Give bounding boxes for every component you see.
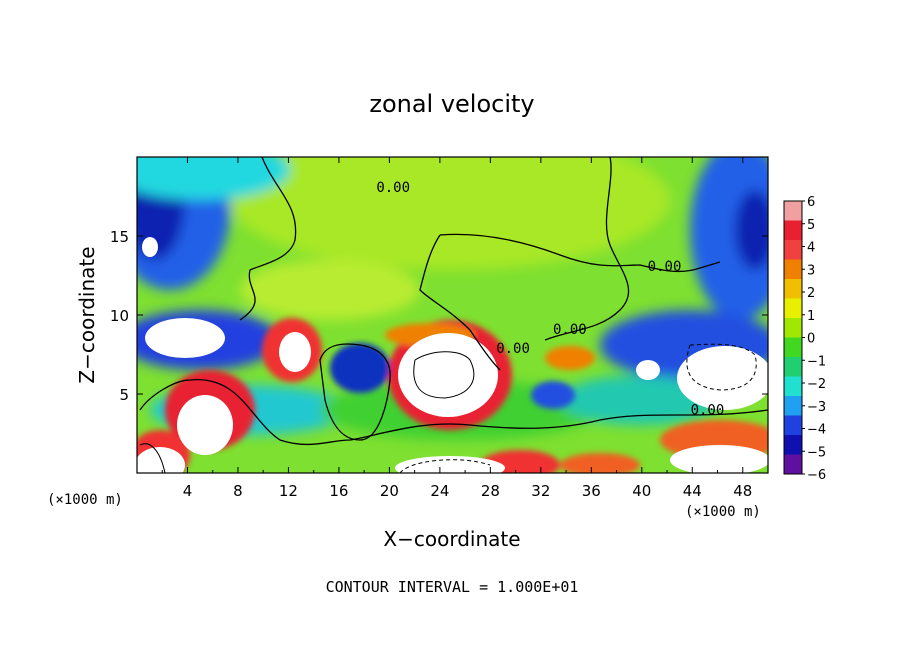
contour-label: 0.00 bbox=[376, 180, 410, 196]
colorbar-tick-label: −5 bbox=[807, 445, 826, 460]
contour-labels: 0.00 0.00 0.00 0.00 0.00 bbox=[376, 180, 724, 419]
colorbar-tick-label: 2 bbox=[807, 286, 815, 301]
colorbar-swatch bbox=[784, 298, 802, 319]
x-tick-label: 40 bbox=[632, 482, 651, 500]
colorbar-tick-label: 0 bbox=[807, 332, 815, 347]
x-unit-right: (×1000 m) bbox=[685, 504, 761, 520]
colorbar-tick-label: 3 bbox=[807, 263, 815, 278]
y-tick-label: 15 bbox=[110, 228, 129, 246]
colorbar-swatch bbox=[784, 415, 802, 436]
colorbar-swatch bbox=[784, 337, 802, 358]
y-tick-label: 10 bbox=[110, 307, 129, 325]
x-tick-label: 8 bbox=[233, 482, 243, 500]
colorbar-swatch bbox=[784, 259, 802, 280]
x-tick-label: 12 bbox=[279, 482, 298, 500]
x-axis-label: X−coordinate bbox=[383, 527, 520, 551]
x-axis-ticks: 4 8 12 16 20 24 28 32 36 40 44 48 bbox=[161, 157, 752, 500]
x-tick-label: 20 bbox=[380, 482, 399, 500]
colorbar-swatch bbox=[784, 201, 802, 221]
contour-label: 0.00 bbox=[648, 259, 682, 275]
x-tick-label: 48 bbox=[733, 482, 752, 500]
y-axis-label: Z−coordinate bbox=[75, 246, 99, 383]
colorbar-swatch bbox=[784, 240, 802, 260]
y-tick-label: 5 bbox=[119, 386, 129, 404]
colorbar-labels: 6 5 4 3 2 1 0 −1 −2 −3 −4 −5 −6 bbox=[802, 195, 826, 483]
contour-label: 0.00 bbox=[691, 403, 725, 419]
chart-title: zonal velocity bbox=[369, 90, 534, 118]
colorbar bbox=[783, 200, 803, 475]
colorbar-swatch bbox=[784, 396, 802, 416]
colorbar-tick-label: 4 bbox=[807, 241, 815, 256]
x-tick-label: 36 bbox=[582, 482, 601, 500]
colorbar-swatch bbox=[784, 220, 802, 241]
colorbar-swatch bbox=[784, 454, 802, 475]
colorbar-tick-label: 5 bbox=[807, 218, 815, 233]
contour-interval-annotation: CONTOUR INTERVAL = 1.000E+01 bbox=[326, 578, 579, 596]
heatmap-field bbox=[137, 157, 768, 473]
colorbar-swatch bbox=[784, 357, 802, 377]
contour-label: 0.00 bbox=[553, 322, 587, 338]
x-tick-label: 28 bbox=[481, 482, 500, 500]
x-tick-label: 16 bbox=[329, 482, 348, 500]
colorbar-swatch bbox=[784, 279, 802, 299]
contour-label: 0.00 bbox=[496, 341, 530, 357]
colorbar-tick-label: −2 bbox=[807, 377, 826, 392]
colorbar-tick-label: 1 bbox=[807, 309, 815, 324]
colorbar-tick-label: −6 bbox=[807, 468, 826, 483]
colorbar-tick-label: −1 bbox=[807, 354, 826, 369]
x-tick-label: 4 bbox=[183, 482, 193, 500]
colorbar-tick-label: 6 bbox=[807, 195, 815, 210]
colorbar-swatch bbox=[784, 376, 802, 397]
x-unit-left: (×1000 m) bbox=[47, 492, 123, 508]
x-tick-label: 24 bbox=[430, 482, 449, 500]
colorbar-swatch bbox=[784, 318, 802, 338]
y-axis-ticks: 5 10 15 bbox=[110, 228, 768, 404]
colorbar-swatch bbox=[784, 435, 802, 455]
x-tick-label: 32 bbox=[531, 482, 550, 500]
colorbar-tick-label: −3 bbox=[807, 400, 826, 415]
colorbar-tick-label: −4 bbox=[807, 423, 826, 438]
x-tick-label: 44 bbox=[683, 482, 702, 500]
